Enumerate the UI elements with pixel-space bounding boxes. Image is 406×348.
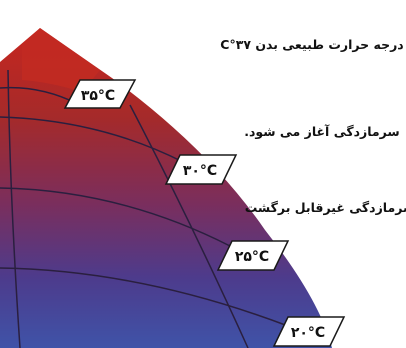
meridian-lines — [7, 69, 249, 348]
temp-tag-20: ۲۰°C — [272, 316, 346, 347]
temp-tag-30: ۳۰°C — [164, 154, 238, 185]
label-frostbite-irreversible: سرمازدگی غیرقابل برگشت — [245, 200, 406, 215]
latitude-line-25 — [0, 187, 231, 247]
temp-tag-35: ۳۵°C — [63, 79, 137, 109]
temp-tag-25: ۲۵°C — [216, 240, 290, 271]
temp-label-25: ۲۵°C — [235, 249, 269, 265]
meridian-line-right — [129, 104, 249, 348]
temp-label-35: ۳۵°C — [81, 88, 115, 104]
label-normal-body-temperature: درجه حرارت طبیعی بدن ۳۷°C — [220, 37, 403, 52]
top-cap-region — [22, 28, 100, 92]
temp-label-20: ۲۰°C — [291, 325, 325, 341]
latitude-line-30 — [0, 116, 184, 163]
latitude-line-20 — [0, 267, 289, 327]
meridian-line-left — [7, 69, 21, 348]
temp-label-30: ۳۰°C — [183, 163, 217, 179]
label-frostbite-start: سرمازدگی آغاز می شود. — [244, 124, 399, 139]
